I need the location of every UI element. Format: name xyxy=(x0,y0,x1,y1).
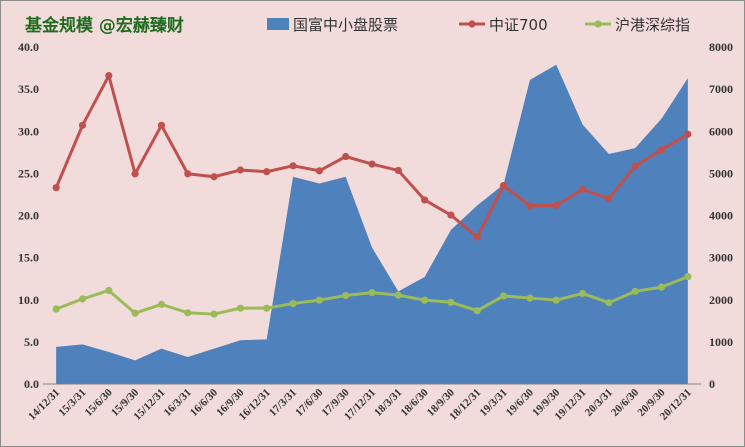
data-point-series-1 xyxy=(210,173,218,181)
data-point-series-2 xyxy=(289,299,297,308)
right-axis-tick-label: 5000 xyxy=(709,166,733,180)
data-point-series-1 xyxy=(157,121,166,129)
right-axis-tick-label: 3000 xyxy=(709,251,733,265)
data-point-series-1 xyxy=(605,195,613,203)
data-point-series-2 xyxy=(552,296,560,304)
data-point-series-2 xyxy=(394,291,402,299)
data-point-series-2 xyxy=(657,283,666,291)
data-point-series-2 xyxy=(631,287,639,295)
data-point-series-2 xyxy=(500,292,508,300)
chart-title: 基金规模 @宏赫臻财 xyxy=(24,15,184,36)
left-axis-tick-label: 35.0 xyxy=(18,82,39,96)
right-axis-tick-label: 6000 xyxy=(709,124,733,138)
right-axis-tick-label: 4000 xyxy=(709,209,733,223)
x-axis-tick-label: 19/6/30 xyxy=(504,386,537,419)
data-point-series-1 xyxy=(342,152,350,161)
data-point-series-1 xyxy=(447,211,455,219)
data-point-series-1 xyxy=(421,196,429,204)
x-axis-tick-label: 17/3/31 xyxy=(267,387,299,419)
left-axis-tick-label: 10.0 xyxy=(18,293,39,307)
data-point-series-2 xyxy=(78,295,87,303)
data-point-series-2 xyxy=(131,309,139,317)
data-point-series-1 xyxy=(552,201,560,209)
data-point-series-1 xyxy=(315,167,323,175)
x-axis-tick-label: 18/6/30 xyxy=(398,386,431,419)
x-axis-tick-label: 16/3/31 xyxy=(162,387,194,419)
x-axis-tick-label: 16/6/30 xyxy=(188,386,221,419)
right-axis-tick-label: 1000 xyxy=(709,335,733,349)
data-point-series-1 xyxy=(578,185,587,193)
legend-swatch-marker xyxy=(594,20,602,28)
x-axis-tick-label: 15/3/31 xyxy=(56,387,88,419)
left-axis-tick-label: 20.0 xyxy=(18,209,39,223)
x-axis-tick-label: 14/12/31 xyxy=(26,387,62,423)
legend-label: 沪港深综指 xyxy=(615,16,690,34)
data-point-series-1 xyxy=(105,72,113,80)
data-point-series-1 xyxy=(631,162,639,170)
data-point-series-2 xyxy=(157,300,166,308)
data-point-series-2 xyxy=(105,286,113,295)
x-axis-tick-label: 19/3/31 xyxy=(477,387,509,419)
legend-label: 中证700 xyxy=(489,16,548,34)
data-point-series-1 xyxy=(78,121,87,129)
data-point-series-2 xyxy=(52,305,60,313)
data-point-series-2 xyxy=(210,310,218,318)
data-point-series-1 xyxy=(184,170,192,178)
data-point-series-1 xyxy=(368,160,376,168)
data-point-series-1 xyxy=(131,170,139,178)
data-point-series-2 xyxy=(315,296,323,304)
data-point-series-1 xyxy=(526,202,534,210)
data-point-series-2 xyxy=(684,272,692,281)
left-axis-tick-label: 15.0 xyxy=(18,251,39,265)
data-point-series-1 xyxy=(394,166,402,175)
data-point-series-2 xyxy=(605,299,613,307)
right-axis-tick-label: 8000 xyxy=(709,40,733,54)
data-point-series-1 xyxy=(473,233,481,241)
x-axis-tick-label: 20/6/30 xyxy=(609,386,642,419)
right-axis-tick-label: 7000 xyxy=(709,82,733,96)
data-point-series-1 xyxy=(684,130,692,138)
legend-swatch-area xyxy=(267,18,289,30)
data-point-series-2 xyxy=(236,304,244,312)
x-axis-tick-label: 20/3/31 xyxy=(583,387,615,419)
data-point-series-2 xyxy=(342,291,350,300)
data-point-series-1 xyxy=(236,166,244,174)
data-point-series-2 xyxy=(473,307,481,315)
data-point-series-2 xyxy=(368,288,376,297)
data-point-series-2 xyxy=(421,296,429,304)
data-point-series-2 xyxy=(263,304,271,312)
right-axis-tick-label: 2000 xyxy=(709,293,733,307)
legend-swatch-marker xyxy=(468,20,476,28)
area-series-fund-size xyxy=(56,64,688,384)
right-axis-tick-label: 0 xyxy=(709,377,715,391)
data-point-series-2 xyxy=(447,298,455,306)
left-axis-tick-label: 40.0 xyxy=(18,40,39,54)
x-axis-tick-label: 17/6/30 xyxy=(293,386,326,419)
data-point-series-1 xyxy=(500,181,508,190)
left-axis-tick-label: 30.0 xyxy=(18,124,39,138)
data-point-series-2 xyxy=(578,289,587,298)
left-axis-tick-label: 0.0 xyxy=(24,377,39,391)
data-point-series-2 xyxy=(526,294,534,302)
x-axis-tick-label: 18/3/31 xyxy=(372,387,404,419)
left-axis-tick-label: 5.0 xyxy=(24,335,39,349)
x-axis-tick-label: 15/6/30 xyxy=(83,386,116,419)
data-point-series-1 xyxy=(52,184,60,192)
data-point-series-1 xyxy=(263,168,271,176)
data-point-series-1 xyxy=(289,162,297,170)
data-point-series-2 xyxy=(184,309,192,317)
data-point-series-1 xyxy=(657,146,666,154)
left-axis-tick-label: 25.0 xyxy=(18,166,39,180)
legend-label: 国富中小盘股票 xyxy=(293,16,398,34)
